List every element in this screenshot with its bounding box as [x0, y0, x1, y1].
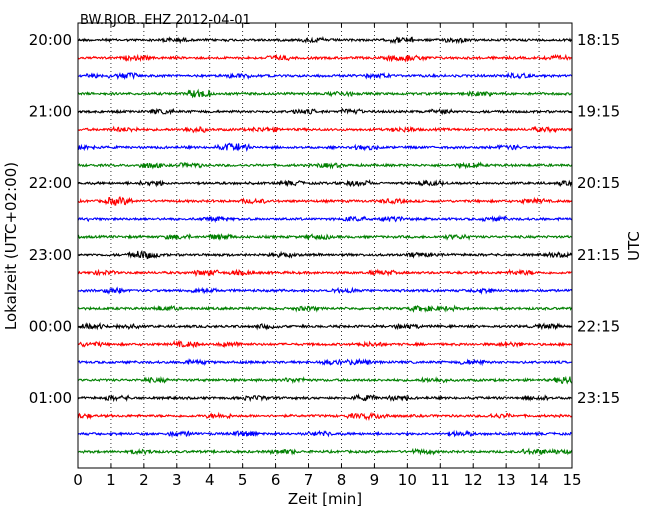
trace-4 [77, 107, 573, 116]
x-tick-label: 6 [271, 471, 281, 489]
right-time-label: 21:15 [577, 246, 620, 264]
trace-21 [77, 411, 573, 421]
seismic-traces [77, 35, 573, 456]
right-time-label: 22:15 [577, 317, 620, 335]
left-time-label: 20:00 [29, 31, 72, 49]
trace-17 [77, 339, 573, 349]
trace-1 [77, 53, 573, 63]
trace-2 [77, 71, 573, 81]
trace-14 [77, 286, 573, 295]
x-tick-label: 7 [304, 471, 314, 489]
trace-3 [77, 88, 573, 99]
x-tick-label: 13 [497, 471, 516, 489]
trace-23 [77, 447, 573, 456]
minute-grid [110, 23, 540, 468]
trace-5 [77, 125, 573, 134]
trace-16 [77, 322, 573, 331]
left-time-labels: 20:00 21:00 22:00 23:00 00:00 01:00 [29, 31, 82, 407]
x-tick-label: 10 [398, 471, 417, 489]
left-time-label: 00:00 [29, 317, 72, 335]
left-time-label: 23:00 [29, 246, 72, 264]
left-time-label: 01:00 [29, 389, 72, 407]
x-tick-label: 5 [238, 471, 248, 489]
right-time-label: 23:15 [577, 389, 620, 407]
trace-8 [77, 179, 573, 188]
x-tick-label: 11 [431, 471, 450, 489]
trace-6 [77, 142, 573, 153]
x-tick-label: 0 [73, 471, 83, 489]
x-tick-label: 12 [464, 471, 483, 489]
x-tick-label: 1 [106, 471, 116, 489]
chart-title: BW.RJOB..EHZ 2012-04-01 [80, 13, 251, 28]
y-axis-label-left: Lokalzeit (UTC+02:00) [2, 162, 20, 330]
trace-19 [77, 375, 573, 385]
trace-18 [77, 357, 573, 367]
y-axis-label-right: UTC [625, 231, 643, 261]
x-tick-label: 8 [337, 471, 347, 489]
x-axis-ticks: 0 1 2 3 4 5 6 7 8 9 10 11 12 13 14 15 [73, 23, 582, 489]
plot-frame [77, 22, 573, 469]
x-axis-label: Zeit [min] [288, 490, 362, 508]
x-tick-label: 3 [172, 471, 182, 489]
right-time-label: 20:15 [577, 174, 620, 192]
x-tick-label: 15 [562, 471, 581, 489]
trace-9 [77, 196, 573, 206]
right-time-labels: 18:15 19:15 20:15 21:15 22:15 23:15 [568, 31, 620, 407]
right-time-label: 19:15 [577, 103, 620, 121]
x-tick-label: 2 [139, 471, 149, 489]
trace-20 [77, 393, 573, 403]
left-time-label: 22:00 [29, 174, 72, 192]
x-tick-label: 9 [370, 471, 380, 489]
trace-22 [77, 429, 573, 438]
x-tick-label: 4 [205, 471, 215, 489]
trace-13 [77, 268, 573, 278]
left-time-label: 21:00 [29, 103, 72, 121]
trace-0 [77, 35, 573, 45]
trace-10 [77, 214, 573, 223]
trace-15 [77, 304, 573, 313]
right-time-label: 18:15 [577, 31, 620, 49]
trace-12 [77, 250, 573, 260]
x-tick-label: 14 [530, 471, 549, 489]
trace-11 [77, 233, 573, 241]
trace-7 [77, 161, 573, 170]
